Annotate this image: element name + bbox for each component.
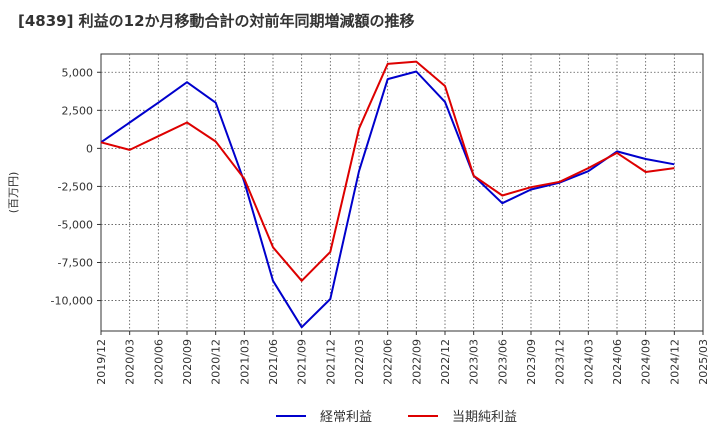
legend-label-2: 当期純利益 xyxy=(452,410,517,425)
series-lines xyxy=(100,60,675,329)
x-tick-label: 2023/03 xyxy=(468,339,481,385)
series-line-1 xyxy=(100,70,675,329)
x-tick-label: 2024/03 xyxy=(582,339,595,385)
x-tick-label: 2024/12 xyxy=(668,339,681,385)
y-tick-label: 5,000 xyxy=(62,66,94,79)
y-tick-label: -7,500 xyxy=(58,257,93,270)
grid-lines xyxy=(100,53,704,332)
x-tick-label: 2023/06 xyxy=(496,339,509,385)
x-tick-label: 2023/12 xyxy=(554,339,567,385)
y-tick-label: -2,500 xyxy=(58,180,93,193)
x-tick-label: 2024/06 xyxy=(611,339,624,385)
x-tick-label: 2021/06 xyxy=(267,339,280,385)
x-tick-label: 2020/09 xyxy=(181,339,194,385)
x-tick-label: 2021/12 xyxy=(324,339,337,385)
x-tick-label: 2022/09 xyxy=(410,339,423,385)
x-ticks: 2019/12 2020/03 2020/06 2020/09 2020/12 2021/… xyxy=(95,331,710,385)
y-tick-label: -5,000 xyxy=(58,218,93,231)
x-tick-label: 2022/12 xyxy=(439,339,452,385)
y-tick-label: 0 xyxy=(86,142,93,155)
chart-title: [4839] 利益の12か月移動合計の対前年同期増減額の推移 xyxy=(18,12,415,30)
x-tick-label: 2022/03 xyxy=(353,339,366,385)
plot-frame xyxy=(100,53,704,332)
x-tick-label: 2021/03 xyxy=(238,339,251,385)
y-ticks: 5,000 2,500 0 -2,500 -5,000 -7,500 -10,000 xyxy=(51,66,101,308)
legend: 経常利益 当期純利益 xyxy=(276,410,517,425)
legend-label-1: 経常利益 xyxy=(320,410,372,425)
x-tick-label: 2023/09 xyxy=(525,339,538,385)
x-tick-label: 2024/09 xyxy=(640,339,653,385)
x-tick-label: 2025/03 xyxy=(697,339,710,385)
y-tick-label: 2,500 xyxy=(62,104,94,117)
x-tick-label: 2020/06 xyxy=(152,339,165,385)
x-tick-label: 2020/03 xyxy=(124,339,137,385)
x-tick-label: 2020/12 xyxy=(210,339,223,385)
x-tick-label: 2022/06 xyxy=(382,339,395,385)
x-tick-label: 2019/12 xyxy=(95,339,108,385)
y-axis-label: (百万円) xyxy=(7,172,20,214)
y-tick-label: -10,000 xyxy=(51,295,93,308)
series-line-2 xyxy=(100,60,675,282)
x-tick-label: 2021/09 xyxy=(296,339,309,385)
